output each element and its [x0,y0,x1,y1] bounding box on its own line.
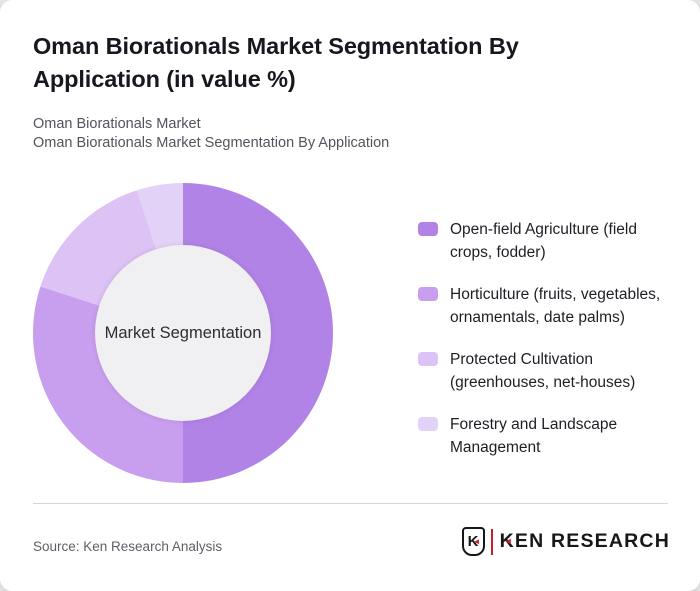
donut-center-label: Market Segmentation [104,323,262,342]
chart-legend: Open-field Agriculture (field crops, fod… [418,218,660,459]
logo-divider [490,528,493,555]
legend-label: Protected Cultivation (greenhouses, net-… [450,351,636,391]
legend-item-forestry-landscape: Forestry and Landscape Management [418,413,660,459]
legend-item-protected-cultivation: Protected Cultivation (greenhouses, net-… [418,348,660,394]
legend-label: Open-field Agriculture (field crops, fod… [450,221,637,261]
subtitle-line-2: Oman Biorationals Market Segmentation By… [33,135,390,151]
legend-swatch-forestry-landscape [418,417,438,431]
page-subtitle: Oman Biorationals Market Oman Biorationa… [33,115,389,153]
legend-swatch-open-field-agriculture [418,222,438,236]
red-triangle-icon: ◄ [472,537,481,546]
legend-label: Forestry and Landscape Management [450,416,618,456]
donut-chart: Market Segmentation [33,183,333,483]
page-title: Oman Biorationals Market Segmentation By… [33,30,653,96]
footer-divider [33,503,668,504]
ken-research-shield-icon: K ◄ [461,527,485,556]
red-triangle-icon: ◄ [503,535,514,546]
legend-swatch-protected-cultivation [418,352,438,366]
ken-research-wordmark: KEN RESEARCH ◄ [499,529,670,552]
legend-swatch-horticulture [418,287,438,301]
ken-research-logo: K ◄ KEN RESEARCH ◄ [461,527,670,556]
source-note: Source: Ken Research Analysis [33,539,223,554]
legend-item-horticulture: Horticulture (fruits, vegetables, orname… [418,283,660,329]
page-title-line-1: Oman Biorationals Market Segmentation By [33,33,519,59]
page-title-line-2: Application (in value %) [33,66,296,92]
legend-label: Horticulture (fruits, vegetables, orname… [450,286,661,326]
donut-hole: Market Segmentation [95,245,271,421]
legend-item-open-field-agriculture: Open-field Agriculture (field crops, fod… [418,218,660,264]
subtitle-line-1: Oman Biorationals Market [33,116,201,132]
